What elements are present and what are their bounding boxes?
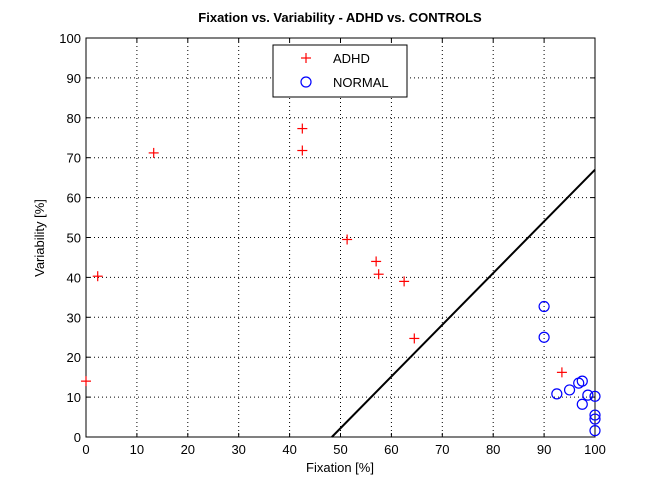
chart-title: Fixation vs. Variability - ADHD vs. CONT… [198, 10, 482, 25]
legend-marker-normal [300, 76, 312, 88]
adhd-point [342, 234, 353, 245]
x-tick-label: 70 [435, 442, 449, 457]
adhd-point [92, 271, 103, 282]
adhd-point [409, 333, 420, 344]
x-tick-label: 90 [537, 442, 551, 457]
normal-point [551, 388, 563, 400]
legend-label: NORMAL [333, 75, 389, 90]
decision-line-group [331, 168, 596, 438]
y-tick-label: 0 [74, 430, 81, 445]
data-points [81, 123, 601, 437]
legend: ADHD NORMAL [272, 44, 408, 98]
y-tick-label: 70 [67, 151, 81, 166]
x-tick-label: 50 [333, 442, 347, 457]
normal-point [563, 384, 576, 396]
adhd-point [556, 367, 567, 378]
y-tick-label: 30 [67, 310, 81, 325]
adhd-point [81, 376, 91, 387]
plot-frame [85, 37, 596, 438]
legend-marker-adhd [301, 53, 311, 63]
y-tick-label: 60 [67, 191, 81, 206]
adhd-point [148, 147, 159, 158]
y-tick-label: 80 [67, 111, 81, 126]
normal-point [589, 390, 601, 402]
normal-point [576, 398, 588, 410]
legend-label: ADHD [333, 51, 370, 66]
normal-point [538, 331, 550, 343]
normal-point [589, 413, 601, 425]
x-tick-label: 0 [82, 442, 89, 457]
adhd-point [297, 145, 308, 156]
y-tick-label: 90 [67, 71, 81, 86]
x-tick-label: 80 [486, 442, 500, 457]
adhd-point [399, 276, 410, 287]
adhd-point [373, 269, 384, 280]
normal-point [589, 409, 601, 421]
x-axis-label: Fixation [%] [306, 460, 374, 475]
legend-box [272, 44, 408, 98]
y-tick-label: 10 [67, 390, 81, 405]
y-tick-label: 50 [67, 231, 81, 246]
normal-point [582, 389, 594, 401]
y-axis-label: Variability [%] [32, 199, 47, 277]
ticks: 0 10 20 30 40 50 60 70 80 90 100 0 10 20 30 40 50 60 70 80 9… [59, 31, 606, 457]
y-tick-label: 40 [67, 270, 81, 285]
x-tick-label: 100 [584, 442, 606, 457]
x-tick-label: 60 [384, 442, 398, 457]
x-tick-label: 30 [231, 442, 245, 457]
y-tick-label: 100 [59, 31, 81, 46]
x-tick-label: 20 [181, 442, 195, 457]
x-tick-label: 10 [130, 442, 144, 457]
normal-point [576, 375, 588, 387]
adhd-point [371, 256, 382, 267]
x-tick-label: 40 [282, 442, 296, 457]
decision-line [331, 168, 596, 438]
y-tick-label: 20 [67, 350, 81, 365]
grid [86, 38, 595, 437]
normal-point [589, 425, 601, 437]
normal-point [538, 300, 550, 313]
adhd-point [297, 123, 308, 134]
